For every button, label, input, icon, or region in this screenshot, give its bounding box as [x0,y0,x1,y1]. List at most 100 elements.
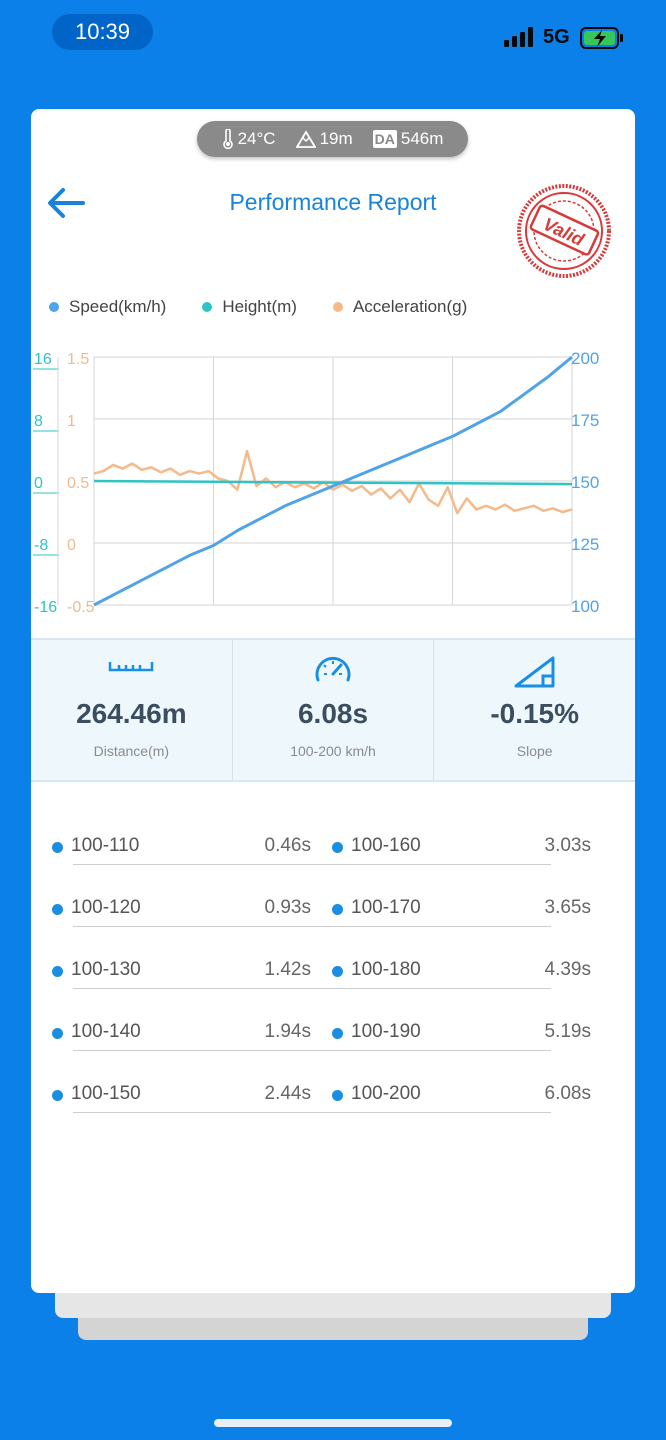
speed-axis-tick: 150 [571,473,599,492]
time-label: 100-200 km/h [290,743,376,759]
split-value: 0.46s [264,835,311,856]
valid-stamp: Valid [517,184,611,278]
split-value: 4.39s [544,959,591,980]
split-dot [332,1090,343,1101]
legend-label: Speed(km/h) [69,297,167,316]
thermometer-icon [222,129,233,149]
split-label: 100-190 [351,1021,421,1042]
altitude-value: 19m [319,129,353,148]
status-bar: 10:39 5G [0,0,666,70]
chart-legend: Speed(km/h) Height(m) Acceleration(g) [49,297,503,317]
split-divider [73,1112,551,1113]
split-dot [332,904,343,915]
legend-dot [202,302,213,312]
split-row: 100-190 5.19s [311,1007,591,1069]
split-dot [332,1028,343,1039]
split-value: 3.03s [544,835,591,856]
split-value: 3.65s [544,897,591,918]
acceleration-axis-tick: 0.5 [67,475,89,492]
split-label: 100-110 [71,835,140,856]
height-axis-tick: 0 [34,475,43,492]
split-dot [52,966,63,977]
split-label: 100-130 [71,959,141,980]
split-divider [73,1050,551,1051]
home-indicator[interactable] [214,1419,452,1427]
performance-chart: 16 8 0 -8 -16 1.5 1 0.5 0 -0.5 200 175 150 125 100 [33,349,599,615]
split-value: 2.44s [264,1083,311,1104]
split-row: 100-130 1.42s [31,945,311,1007]
slope-label: Slope [516,743,553,759]
height-axis-tick: 16 [34,351,52,368]
split-label: 100-120 [71,897,141,918]
battery-charging-icon [580,27,623,49]
legend-label: Acceleration(g) [352,297,468,316]
height-axis-tick: -8 [34,537,48,554]
acceleration-axis-tick: 1.5 [67,351,89,368]
page-title: Performance Report [229,189,437,215]
legend-item: Speed(km/h) [49,297,166,317]
acceleration-axis-tick: 1 [67,413,76,430]
speed-axis-tick: 125 [571,535,599,554]
acceleration-axis-tick: 0 [67,537,76,554]
signal-icon [504,27,533,47]
legend-item: Height(m) [202,297,297,317]
split-dot [52,842,63,853]
back-arrow-icon[interactable] [45,185,87,221]
split-label: 100-200 [351,1083,421,1104]
stats-panel: 264.46m Distance(m) 6.08s 100-200 km/h -… [31,638,635,782]
legend-dot [49,302,59,312]
split-label: 100-170 [351,897,421,918]
split-dot [332,842,343,853]
stat-slope: -0.15% Slope [433,640,635,780]
split-divider [73,926,551,927]
stat-distance: 264.46m Distance(m) [31,640,232,780]
density-altitude-badge: DA [372,130,397,148]
network-type: 5G [543,26,570,48]
slope-icon [514,656,555,688]
speed-axis-tick: 100 [571,597,599,615]
ruler-icon [109,662,154,672]
legend-item: Acceleration(g) [332,297,468,317]
split-row: 100-160 3.03s [311,821,591,883]
split-value: 1.42s [264,959,311,980]
legend-label: Height(m) [222,297,297,316]
split-dot [332,966,343,977]
series-line-speed [93,355,573,607]
split-divider [73,864,551,865]
height-axis-tick: -16 [34,599,57,615]
stat-time: 6.08s 100-200 km/h [231,640,434,780]
distance-label: Distance(m) [93,743,170,759]
split-row: 100-120 0.93s [31,883,311,945]
split-dot [52,904,63,915]
mountain-icon [295,130,316,148]
temperature-value: 24°C [237,129,276,148]
split-label: 100-160 [351,835,421,856]
report-card: 24°C 19m DA 546m Performance Report Vali… [31,109,635,1293]
series-line-height [93,479,573,486]
split-value: 1.94s [264,1021,311,1042]
split-row: 100-110 0.46s [31,821,311,883]
density-altitude-value: 546m [400,129,444,148]
split-value: 6.08s [544,1083,591,1104]
acceleration-axis-tick: -0.5 [67,599,95,615]
split-label: 100-150 [71,1083,141,1104]
height-axis-tick: 8 [34,413,43,430]
split-divider [73,988,551,989]
split-row: 100-200 6.08s [311,1069,591,1131]
status-time: 10:39 [52,14,153,50]
speed-axis-tick: 200 [571,349,599,368]
speed-axis-tick: 175 [571,411,599,430]
environment-pill: 24°C 19m DA 546m [197,121,468,157]
series-line-acceleration [93,449,573,515]
split-label: 100-140 [71,1021,141,1042]
split-value: 5.19s [544,1021,591,1042]
slope-value: -0.15% [490,698,580,729]
time-value: 6.08s [297,698,369,729]
split-row: 100-170 3.65s [311,883,591,945]
split-value: 0.93s [264,897,311,918]
split-label: 100-180 [351,959,421,980]
distance-value: 264.46m [76,698,187,729]
split-row: 100-180 4.39s [311,945,591,1007]
legend-dot [332,302,343,312]
split-row: 100-140 1.94s [31,1007,311,1069]
